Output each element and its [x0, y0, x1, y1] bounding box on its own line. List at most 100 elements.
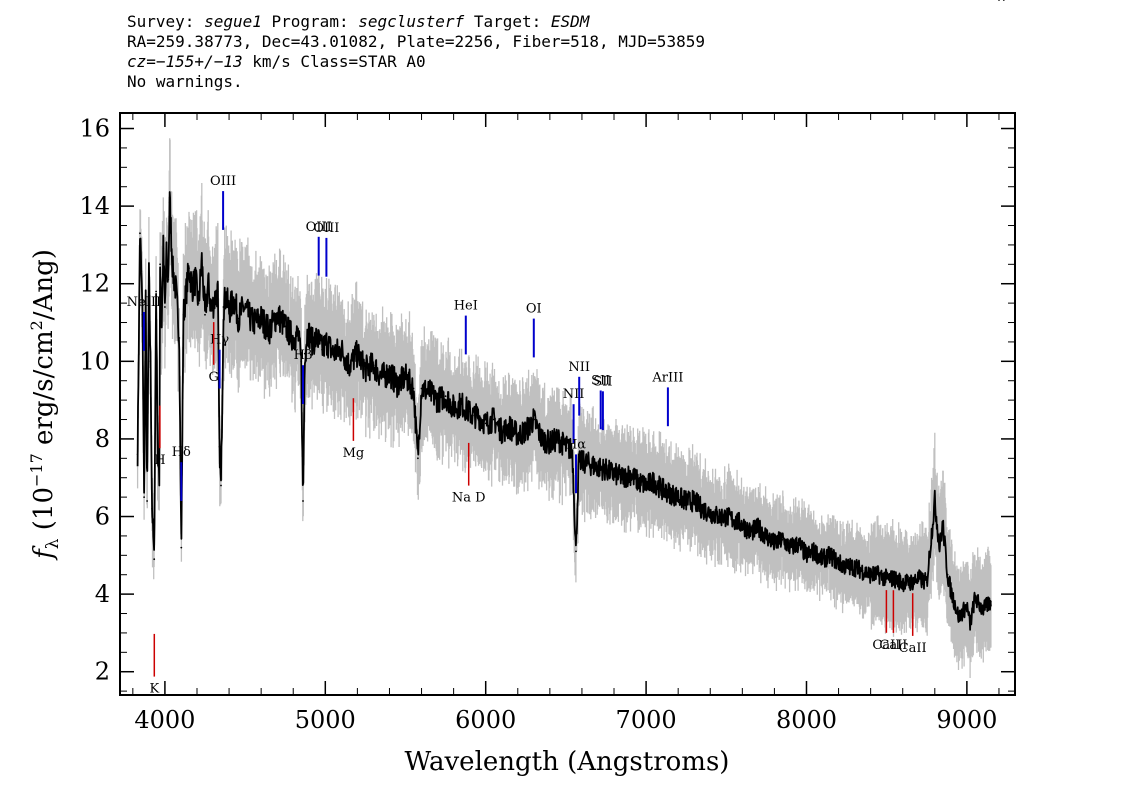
spectrum-point	[974, 597, 976, 599]
spectrum-point	[773, 542, 776, 545]
emission-line-label: Hα	[566, 437, 586, 452]
spectrum-point	[302, 500, 304, 502]
spectrum-point	[741, 523, 744, 526]
spectrum-line	[136, 191, 992, 631]
spectrum-point	[164, 306, 166, 308]
spectrum-point	[593, 465, 596, 467]
spectrum-point	[155, 290, 158, 293]
emission-line-label: ArIII	[651, 370, 683, 385]
spectrum-point	[946, 573, 949, 576]
spectrum-point	[467, 410, 470, 413]
spectrum-point	[210, 310, 213, 312]
spectrum-point	[404, 375, 407, 378]
spectrum-point	[300, 360, 303, 363]
spectrum-point	[222, 306, 225, 308]
spectrum-point	[356, 352, 359, 355]
y-tick-label: 12	[79, 270, 110, 298]
spectrum-point	[516, 434, 519, 436]
spectrum-point	[524, 430, 527, 433]
spectrum-point	[175, 290, 178, 293]
spectrum-point	[412, 387, 415, 390]
spectrum-point	[151, 507, 154, 510]
spectrum-point	[160, 321, 163, 324]
emission-line-label: SII	[593, 374, 612, 389]
spectrum-point	[781, 538, 784, 541]
spectrum-point	[188, 267, 190, 270]
spectrum-point	[829, 554, 832, 557]
spectrum-point	[1002, 0, 1005, 1]
spectrum-point	[348, 364, 351, 367]
spectrum-point	[372, 364, 375, 367]
y-tick-label: 4	[95, 580, 110, 608]
spectrum-point	[162, 247, 165, 250]
spectrum-point	[460, 403, 463, 405]
spectrum-point	[191, 286, 194, 289]
emission-line-label: HeI	[454, 299, 478, 314]
spectrum-point	[685, 500, 688, 502]
spectrum-point	[252, 321, 255, 324]
spectrum-point	[184, 294, 187, 297]
spectrum-point	[571, 449, 574, 452]
spectrum-point	[605, 469, 607, 471]
emission-line-label: OIII	[306, 220, 332, 235]
spectrum-layer	[136, 0, 1005, 631]
spectrum-point	[813, 550, 816, 553]
spectrum-point	[233, 298, 235, 301]
spectrum-point	[340, 348, 343, 351]
spectrum-point	[925, 581, 928, 584]
spectrum-point	[885, 577, 888, 580]
spectrum-point	[364, 368, 367, 370]
spectrum-point	[417, 457, 419, 460]
x-tick-label: 5000	[295, 706, 356, 734]
spectrum-point	[622, 476, 625, 479]
spectrum-point	[168, 201, 171, 204]
spectrum-point	[484, 422, 487, 425]
spectrum-point	[613, 472, 615, 475]
spectrum-point	[380, 375, 383, 378]
spectrum-point	[549, 441, 551, 444]
spectrum-point	[853, 566, 856, 568]
spectrum-point	[420, 387, 423, 390]
spectrum-point	[797, 542, 800, 545]
spectrum-point	[998, 0, 1000, 1]
absorption-line-label: K	[149, 682, 159, 697]
emission-line-label: NII	[568, 360, 590, 375]
header-line-coordinates: RA=259.38773, Dec=43.01082, Plate=2256, …	[127, 32, 705, 51]
spectrum-point	[869, 573, 872, 576]
spectrum-point	[540, 438, 543, 440]
spectrum-point	[297, 333, 299, 336]
spectrum-point	[321, 348, 323, 351]
spectrum-point	[326, 341, 328, 343]
spectrum-point	[557, 438, 559, 440]
spectrum-point	[949, 589, 952, 592]
spectrum-point	[218, 445, 221, 448]
spectrum-point	[148, 275, 150, 277]
x-tick-label: 8000	[776, 706, 837, 734]
spectrum-point	[172, 271, 174, 273]
spectrum-point	[200, 259, 203, 262]
emission-line-label: OIII	[313, 221, 339, 236]
spectrum-point	[861, 569, 864, 572]
x-tick-label: 4000	[134, 706, 195, 734]
spectrum-point	[821, 558, 824, 561]
spectrum-point	[242, 306, 245, 308]
error-band	[136, 138, 992, 678]
spectrum-point	[268, 329, 271, 332]
x-tick-label: 9000	[936, 706, 997, 734]
emission-line-label: NeIII	[127, 295, 161, 310]
spectrum-point	[805, 554, 808, 557]
spectrum-point	[146, 500, 149, 502]
spectrum-point	[941, 523, 944, 526]
spectrum-point	[575, 550, 577, 553]
spectrum-point	[396, 383, 399, 386]
y-axis-cm-exponent: 2	[27, 320, 46, 330]
spectrum-point	[292, 337, 295, 339]
spectrum-point	[584, 461, 586, 464]
absorption-line-label: CaII	[872, 638, 900, 653]
spectrum-point	[311, 341, 314, 343]
spectrum-point	[306, 329, 309, 332]
spectrum-point	[653, 480, 655, 483]
spectrum-point	[725, 515, 728, 518]
spectrum-point	[153, 558, 156, 561]
